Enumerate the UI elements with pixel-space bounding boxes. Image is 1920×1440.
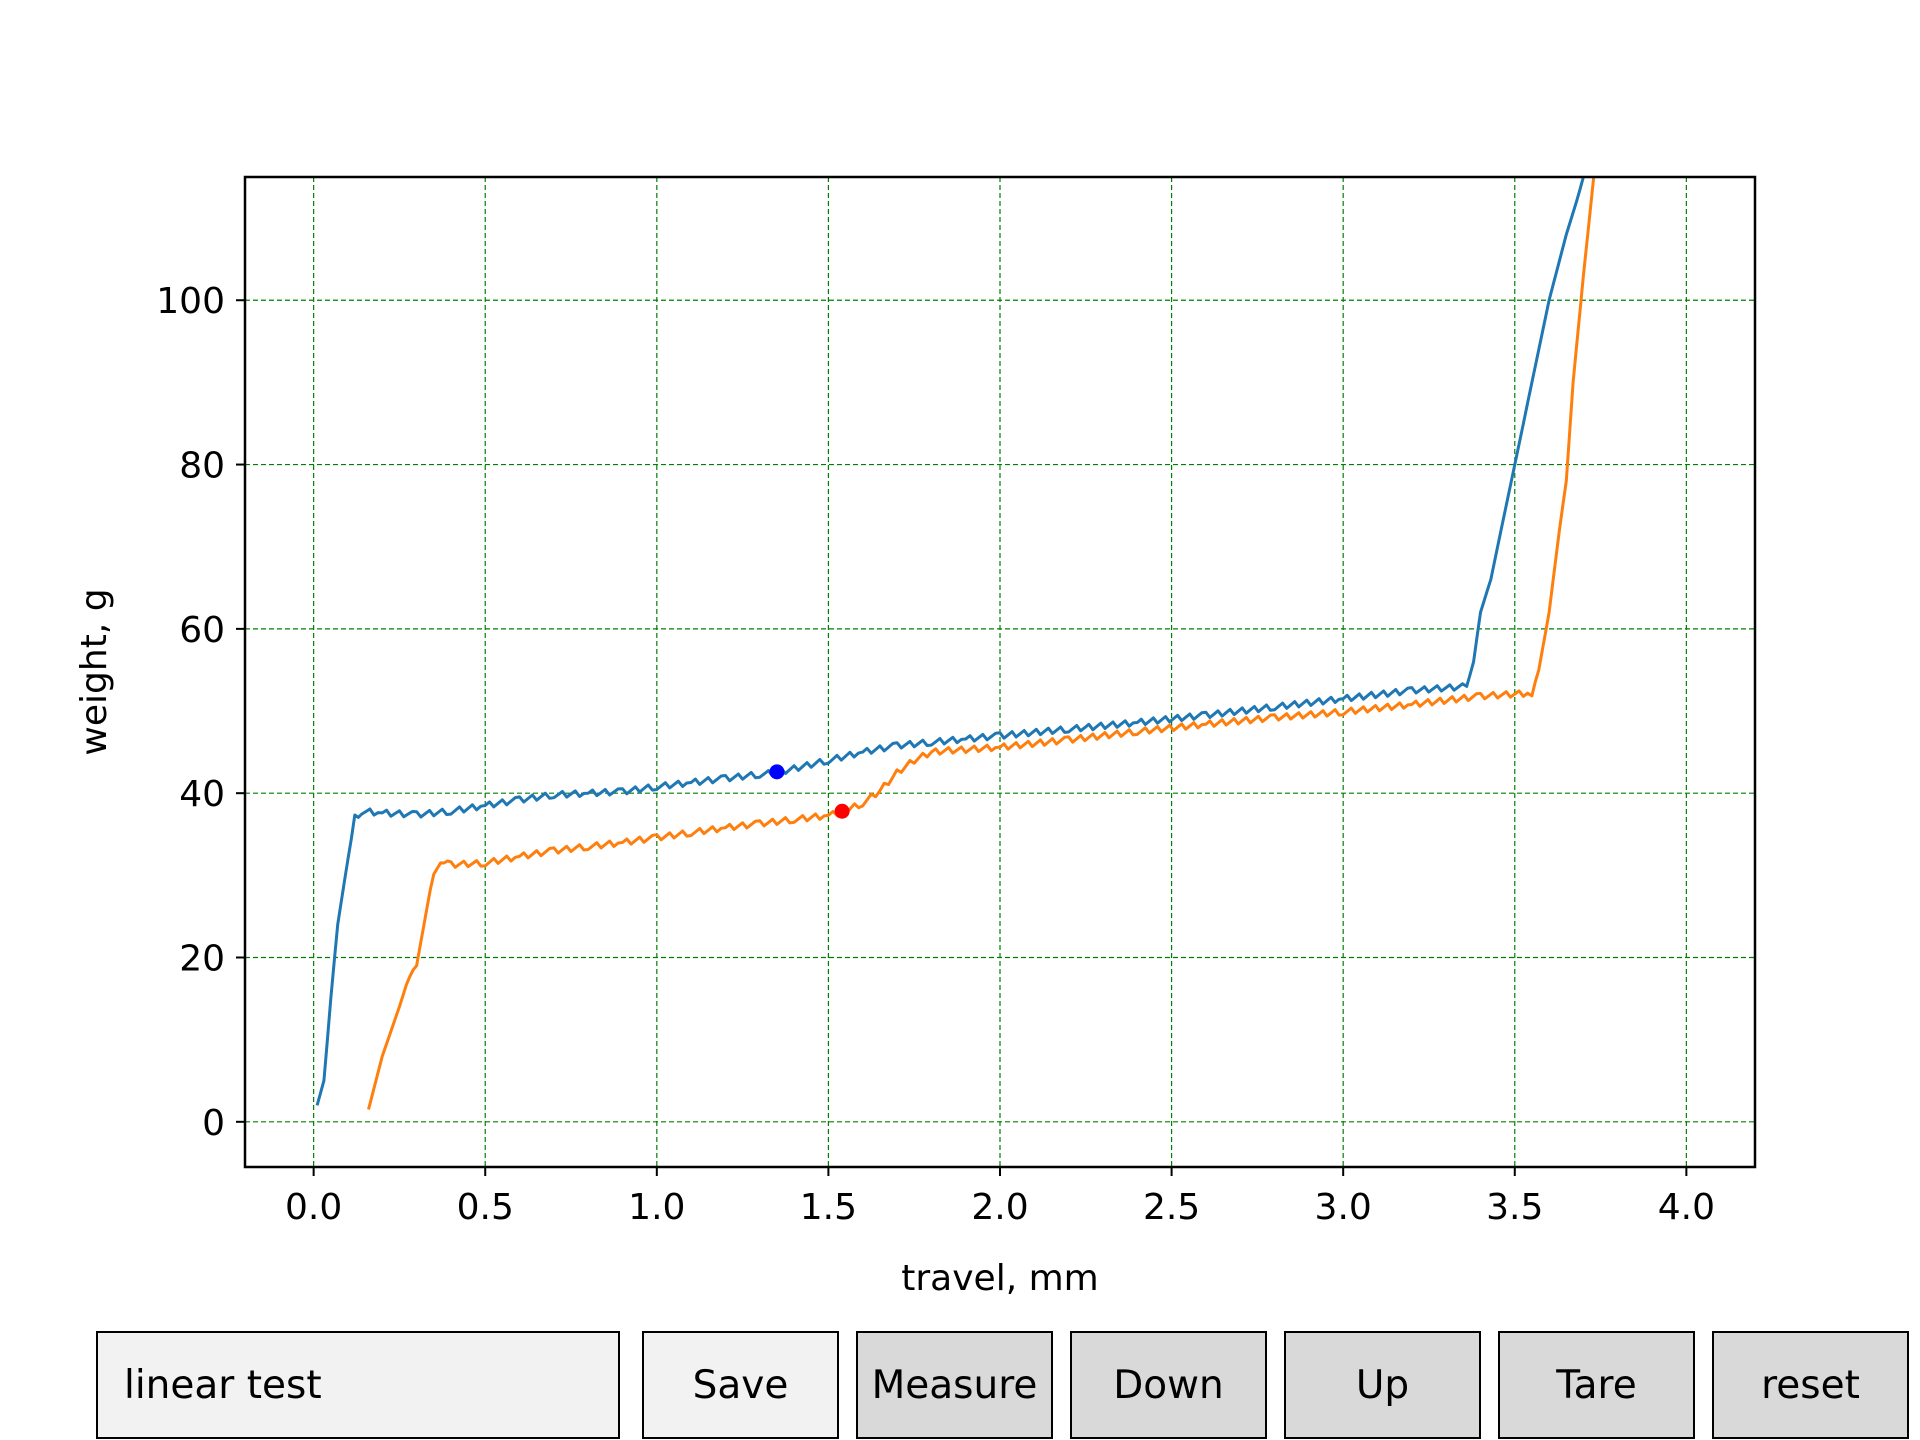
x-tick-label: 0.5 [457,1187,514,1228]
x-axis-label: travel, mm [901,1258,1098,1299]
reset-button[interactable]: reset [1712,1331,1909,1439]
y-tick-label: 40 [179,774,225,815]
measure-button[interactable]: Measure [856,1331,1053,1439]
y-tick-label: 60 [179,610,225,651]
marker-point-1 [769,764,785,780]
tare-button[interactable]: Tare [1498,1331,1695,1439]
y-tick-label: 100 [156,281,225,322]
y-tick-label: 20 [179,938,225,979]
x-tick-label: 3.5 [1486,1187,1543,1228]
y-tick-label: 80 [179,446,225,487]
filename-textbox[interactable]: linear test [96,1331,620,1439]
series-layer [315,176,1596,1110]
y-axis-label: weight, g [74,588,115,755]
grid [245,177,1755,1167]
up-button[interactable]: Up [1284,1331,1481,1439]
marker-layer [769,764,850,819]
series-line-2 [367,176,1596,1110]
x-tick-label: 1.5 [800,1187,857,1228]
y-tick-label: 0 [202,1103,225,1144]
ticks: 0.0 0.5 1.0 1.5 2.0 2.5 3.0 3.5 4.0 0 20 40 60 80 100 [156,281,1715,1228]
x-tick-label: 0.0 [285,1187,342,1228]
x-tick-label: 2.5 [1143,1187,1200,1228]
marker-point-2 [834,803,850,819]
chart: 0.0 0.5 1.0 1.5 2.0 2.5 3.0 3.5 4.0020406080100 … [74,175,1757,1299]
down-button[interactable]: Down [1070,1331,1267,1439]
save-button[interactable]: Save [642,1331,839,1439]
x-tick-label: 2.0 [971,1187,1028,1228]
series-line-1 [315,176,1585,1106]
x-tick-label: 4.0 [1658,1187,1715,1228]
x-tick-label: 1.0 [628,1187,685,1228]
x-tick-label: 3.0 [1315,1187,1372,1228]
